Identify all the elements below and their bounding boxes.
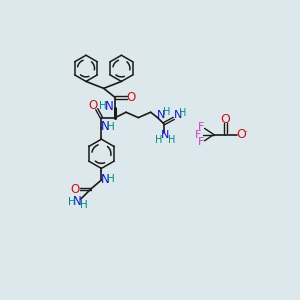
Text: N: N	[161, 130, 170, 140]
Text: H: H	[163, 107, 170, 117]
Text: H: H	[155, 135, 163, 145]
Text: H: H	[107, 122, 115, 132]
Text: ⁻: ⁻	[243, 130, 248, 140]
Text: N: N	[157, 110, 166, 119]
Text: N: N	[105, 100, 113, 112]
Text: O: O	[127, 91, 136, 104]
Text: H: H	[107, 174, 115, 184]
Text: H: H	[179, 108, 187, 118]
Text: F: F	[195, 130, 202, 140]
Text: F: F	[198, 122, 205, 132]
Text: N: N	[101, 120, 110, 134]
Text: O: O	[236, 128, 246, 141]
Text: O: O	[220, 113, 230, 126]
Text: H: H	[68, 196, 76, 206]
Text: N: N	[101, 173, 110, 186]
Text: H: H	[80, 200, 88, 210]
Text: N: N	[173, 110, 182, 120]
Text: O: O	[88, 99, 98, 112]
Text: N: N	[73, 195, 82, 208]
Text: O: O	[70, 183, 80, 196]
Text: F: F	[198, 137, 205, 147]
Text: H: H	[99, 101, 107, 111]
Text: H: H	[168, 135, 175, 145]
